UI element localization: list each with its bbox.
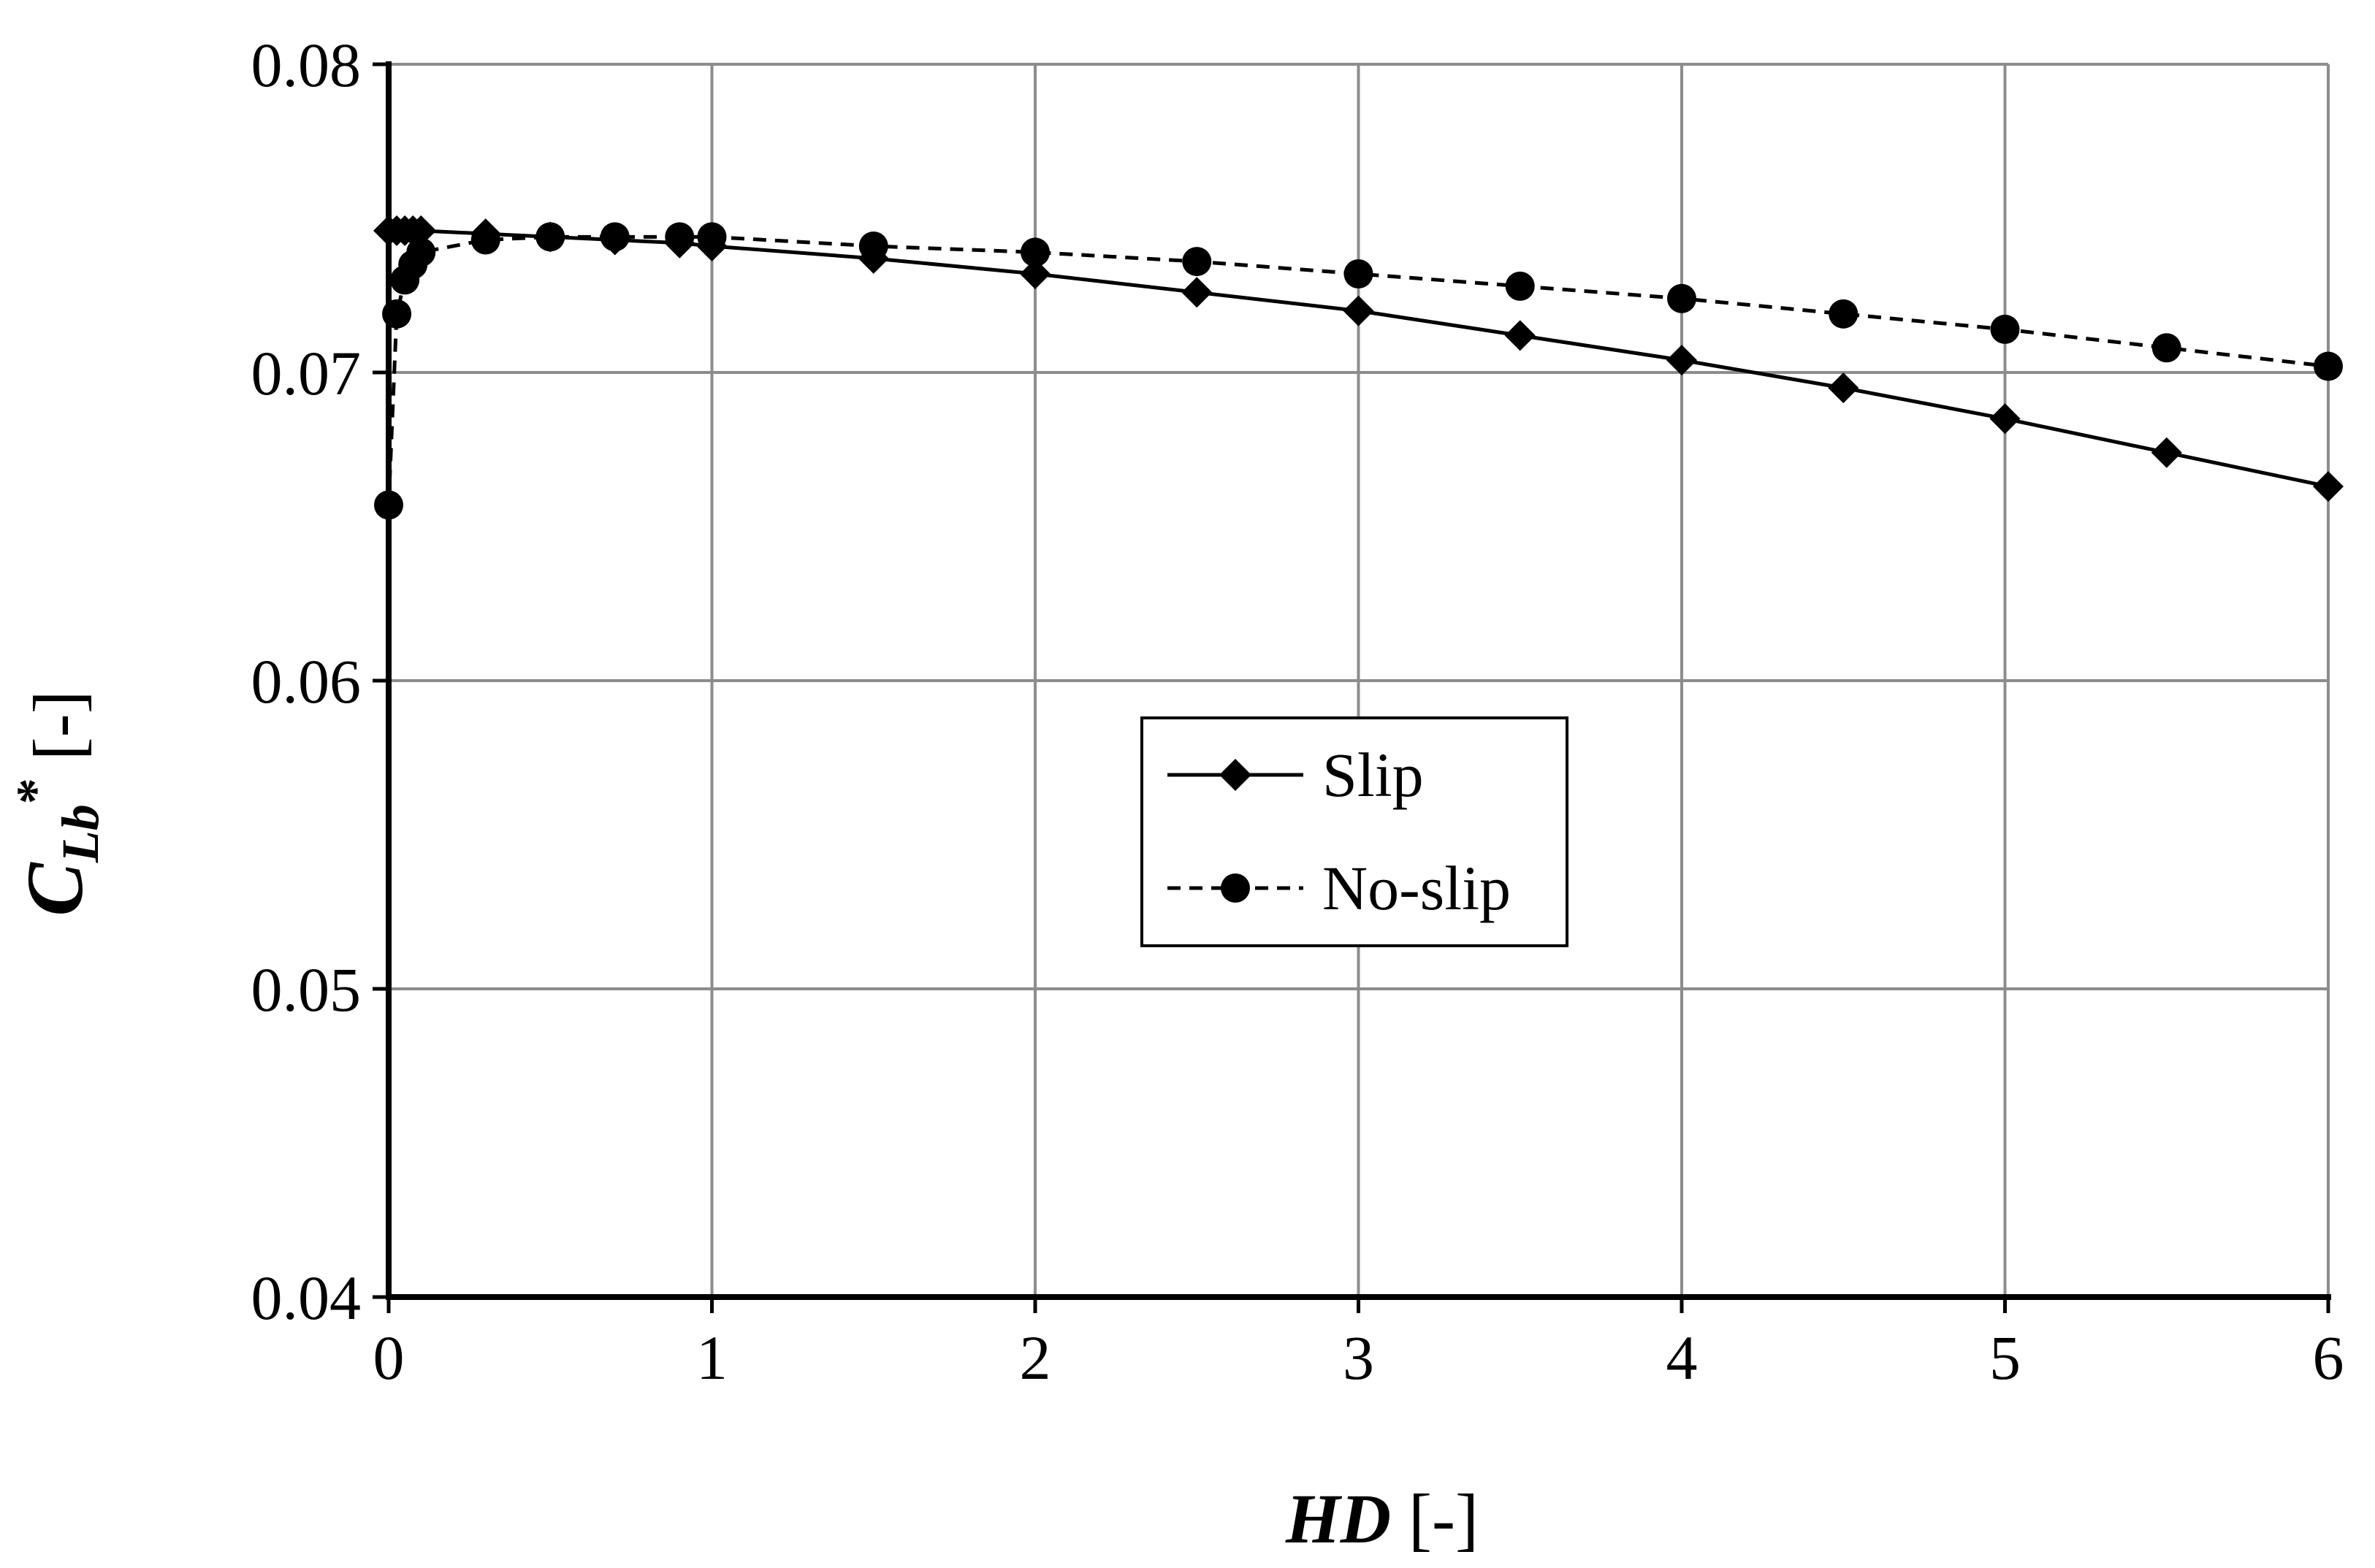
x-tick-label: 2 [1020,1323,1051,1393]
data-point-slip [1989,403,2021,435]
legend-box [1140,716,1568,947]
axes [373,61,2331,1313]
series-layer [373,215,2344,520]
x-tick-label: 4 [1666,1323,1698,1393]
y-axis-title-unit: [-] [19,690,97,778]
y-tick-label: 0.04 [251,1263,362,1333]
x-axis-title: HD [-] [1285,1480,1479,1558]
data-point-no-slip [382,299,412,329]
data-point-slip [1020,258,1051,289]
data-point-no-slip [1343,259,1373,288]
data-point-slip [696,230,728,261]
y-axis-title: CLb* [-] [6,690,110,916]
y-tick-label: 0.06 [251,646,362,716]
data-point-no-slip [374,490,403,520]
data-point-slip [1666,345,1697,376]
legend-slip-diamond-marker [1219,759,1251,791]
legend-no-slip-label: No-slip [1322,853,1511,923]
data-point-slip [1504,320,1536,351]
data-point-slip [405,215,437,246]
data-point-no-slip [1182,247,1212,277]
y-axis-title-sup: * [6,778,64,804]
data-point-slip [2151,437,2182,468]
y-tick-label: 0.08 [251,30,362,100]
tick-labels: 0 1 2 3 4 5 6 0.04 0.05 0.06 0.07 0.08 [251,30,2344,1393]
x-tick-label: 5 [1989,1323,2021,1393]
x-tick-label: 1 [696,1323,728,1393]
x-axis-title-main: HD [1285,1480,1391,1558]
data-point-slip [599,224,630,256]
data-point-slip [664,227,695,259]
data-point-slip [1181,277,1213,308]
y-tick-label: 0.05 [251,955,362,1025]
x-tick-label: 3 [1343,1323,1374,1393]
data-point-slip [1828,372,1859,404]
data-point-slip [858,242,889,274]
data-point-no-slip [1829,299,1859,329]
data-point-no-slip [2151,333,2181,363]
data-point-no-slip [2314,351,2343,381]
legend-no-slip-circle-marker [1221,873,1250,903]
y-tick-label: 0.07 [251,338,362,408]
data-point-slip [1343,295,1374,326]
data-point-slip [470,218,501,250]
data-point-no-slip [1021,237,1050,267]
x-axis-title-unit: [-] [1391,1480,1479,1558]
legend-slip-label: Slip [1322,740,1424,810]
data-point-no-slip [1990,314,2020,344]
data-point-slip [2313,471,2344,502]
data-point-no-slip [1667,283,1696,313]
data-point-no-slip [1505,271,1535,301]
legend: Slip No-slip [1140,716,1568,947]
x-tick-label: 0 [373,1323,405,1393]
data-point-slip [535,221,566,253]
y-axis-title-sub: Lb [51,804,110,863]
x-tick-label: 6 [2313,1323,2344,1393]
y-axis-title-main: C [10,862,99,917]
